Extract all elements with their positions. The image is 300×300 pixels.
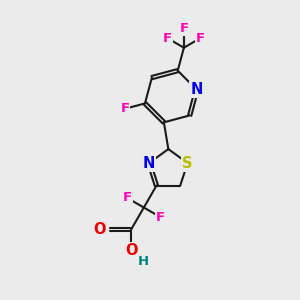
Text: F: F [156, 211, 165, 224]
Text: F: F [179, 22, 188, 35]
Text: F: F [122, 191, 132, 204]
Text: N: N [190, 82, 203, 97]
Text: F: F [196, 32, 205, 44]
Text: O: O [94, 222, 106, 237]
Text: F: F [163, 32, 172, 44]
Text: F: F [120, 102, 129, 115]
Text: N: N [143, 156, 155, 171]
Text: O: O [125, 243, 137, 258]
Text: S: S [182, 156, 193, 171]
Text: H: H [137, 255, 148, 268]
